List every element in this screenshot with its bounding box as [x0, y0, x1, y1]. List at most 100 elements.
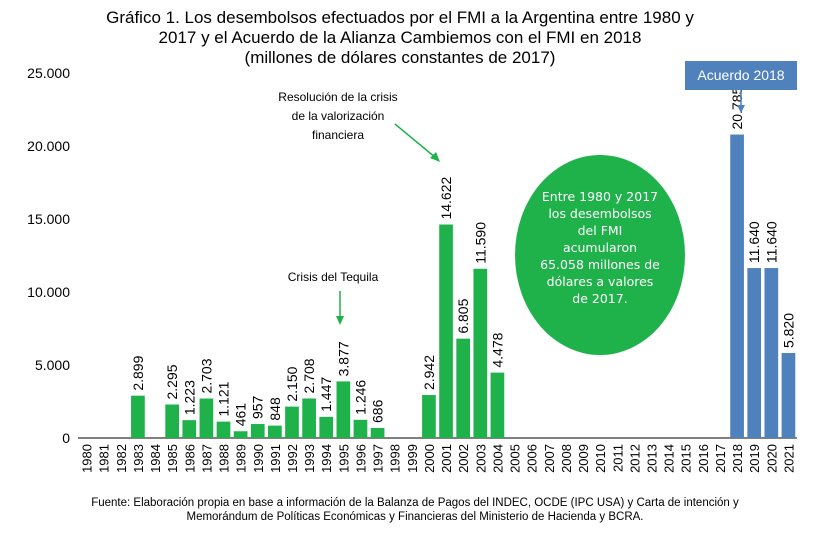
bar-value-label-2019: 11.640: [746, 221, 762, 263]
bubble-line: dólares a valores: [546, 274, 654, 289]
bar-2000: [422, 395, 436, 438]
y-tick-label: 25.000: [27, 65, 70, 81]
bar-value-label-1995: 3.877: [335, 341, 351, 376]
x-tick-label-1983: 1983: [131, 444, 146, 473]
source-line-1: Fuente: Elaboración propia en base a inf…: [91, 497, 739, 509]
bar-2002: [456, 338, 471, 438]
bubble-line: acumularon: [562, 240, 638, 255]
bar-1990: [250, 424, 265, 438]
x-tick-label-1989: 1989: [234, 444, 249, 473]
y-tick-label: 15.000: [27, 211, 70, 227]
x-tick-label-2008: 2008: [559, 444, 574, 473]
bar-2003: [473, 268, 488, 438]
x-tick-label-2004: 2004: [490, 444, 505, 473]
x-tick-label-1988: 1988: [217, 444, 232, 473]
x-tick-label-2012: 2012: [627, 444, 642, 473]
bar-value-label-1992: 2.150: [284, 366, 300, 401]
bar-value-label-1987: 2.703: [198, 358, 214, 393]
x-tick-label-1982: 1982: [114, 444, 129, 473]
bar-1991: [268, 425, 282, 438]
bar-1986: [182, 420, 197, 438]
acuerdo-2018-box: [685, 61, 797, 90]
y-tick-label: 5.000: [35, 357, 70, 373]
summary-bubble: [515, 155, 685, 355]
bar-value-label-1986: 1.223: [181, 380, 197, 415]
y-tick-label: 20.000: [27, 138, 70, 154]
title-line-1: Gráfico 1. Los desembolsos efectuados po…: [106, 8, 694, 27]
bar-1995: [336, 381, 351, 438]
x-tick-label-2003: 2003: [473, 444, 488, 473]
annotation-tequila-arrowhead: [336, 316, 344, 325]
x-tick-label-1987: 1987: [199, 444, 214, 473]
title-line-3: (millones de dólares constantes de 2017): [244, 48, 556, 67]
x-tick-label-2020: 2020: [764, 444, 779, 473]
x-tick-label-1995: 1995: [336, 444, 351, 473]
x-tick-label-2014: 2014: [662, 444, 677, 473]
bubble-line: Entre 1980 y 2017: [541, 189, 659, 204]
x-tick-label-2010: 2010: [593, 444, 608, 473]
bar-value-label-1993: 2.708: [301, 358, 317, 393]
bar-value-label-2001: 14.622: [438, 176, 454, 219]
x-tick-label-1999: 1999: [405, 444, 420, 473]
x-tick-label-1981: 1981: [97, 444, 112, 473]
bar-value-label-2004: 4.478: [489, 332, 505, 367]
bar-2001: [439, 224, 453, 438]
bar-value-label-2000: 2.942: [421, 355, 437, 390]
bar-2020: [764, 268, 779, 438]
x-tick-label-1997: 1997: [371, 444, 386, 473]
annotation-crisis-arrow: [394, 123, 437, 159]
x-tick-label-1991: 1991: [268, 444, 283, 473]
x-tick-label-2015: 2015: [679, 444, 694, 473]
x-tick-label-2018: 2018: [730, 444, 745, 473]
bar-1989: [233, 431, 248, 438]
x-tick-label-2019: 2019: [747, 444, 762, 473]
x-tick-label-1985: 1985: [165, 444, 180, 473]
x-tick-label-2011: 2011: [610, 444, 625, 472]
x-tick-label-1984: 1984: [148, 444, 163, 473]
y-tick-label: 10.000: [27, 284, 70, 300]
acuerdo-2018-label: Acuerdo 2018: [697, 67, 784, 83]
bar-value-label-1983: 2.899: [130, 355, 146, 390]
x-tick-label-2002: 2002: [456, 444, 471, 473]
bars: [131, 134, 796, 438]
annotation-tequila: Crisis del Tequila: [288, 270, 379, 284]
source-line-2: Memorándum de Políticas Económicas y Fin…: [186, 511, 644, 523]
bar-value-label-1991: 848: [267, 397, 283, 421]
bar-value-label-1997: 686: [370, 399, 386, 423]
bar-2004: [490, 372, 505, 438]
annotation-crisis-line-2: de la valorización: [292, 109, 385, 123]
x-tick-label-1994: 1994: [319, 444, 334, 473]
x-tick-label-2021: 2021: [781, 444, 796, 473]
x-tick-label-1998: 1998: [388, 444, 403, 473]
x-tick-label-2000: 2000: [422, 444, 437, 473]
bar-1988: [216, 421, 231, 438]
x-tick-label-1990: 1990: [251, 444, 266, 473]
bar-value-label-2021: 5.820: [780, 313, 796, 348]
bubble-line: del FMI: [577, 223, 623, 238]
x-tick-label-1986: 1986: [182, 444, 197, 473]
bar-1985: [165, 404, 180, 438]
summary-bubble-text: Entre 1980 y 2017 los desembolsos del FM…: [520, 188, 680, 307]
bubble-line: los desembolsos: [548, 206, 652, 221]
chart-title: Gráfico 1. Los desembolsos efectuados po…: [60, 8, 740, 68]
x-tick-label-1993: 1993: [302, 444, 317, 473]
bar-value-label-2003: 11.590: [472, 222, 488, 264]
bar-2021: [781, 353, 796, 438]
x-tick-label-2005: 2005: [508, 444, 523, 473]
bar-value-label-2002: 6.805: [455, 298, 471, 333]
bar-2019: [747, 268, 762, 438]
x-tick-label-1996: 1996: [353, 444, 368, 473]
x-tick-label-2001: 2001: [439, 444, 454, 473]
x-tick-label-2017: 2017: [713, 444, 728, 473]
bar-value-label-1989: 461: [233, 403, 249, 427]
source-note: Fuente: Elaboración propia en base a inf…: [40, 496, 790, 524]
bar-value-label-1988: 1.121: [216, 381, 232, 416]
bar-1992: [285, 406, 299, 438]
x-tick-label-2006: 2006: [525, 444, 540, 473]
x-tick-label-1980: 1980: [80, 444, 95, 473]
annotation-crisis-line-3: financiera: [312, 128, 364, 142]
bar-1996: [353, 419, 368, 438]
bar-1994: [319, 416, 334, 438]
annotation-crisis-line-1: Resolución de la crisis: [278, 90, 397, 104]
